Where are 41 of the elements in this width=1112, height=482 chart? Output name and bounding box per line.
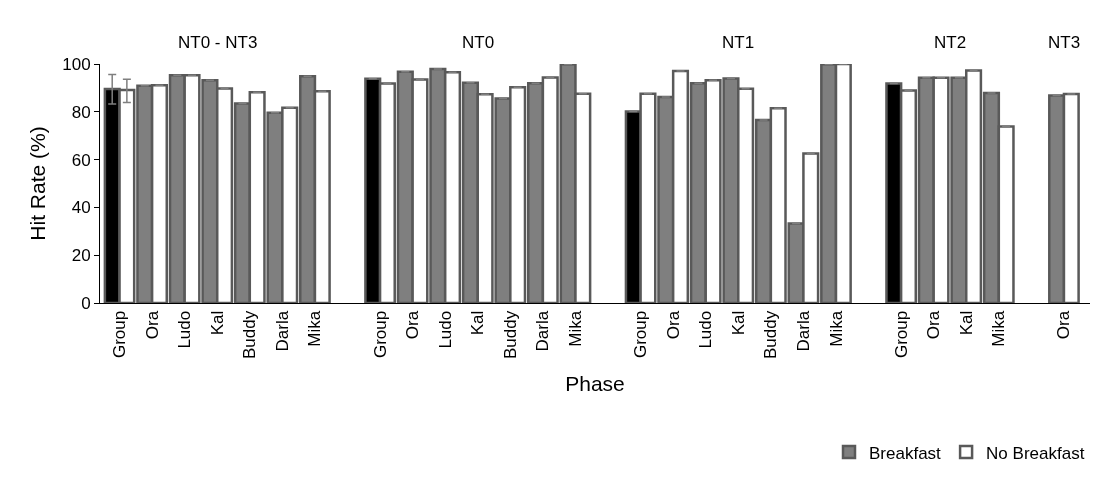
text: NT1 bbox=[722, 33, 755, 52]
x-tick-label: Group bbox=[631, 310, 651, 359]
x-tick-label: Buddy bbox=[500, 310, 520, 359]
text: NT2 bbox=[934, 33, 967, 52]
x-tick-label: Ludo bbox=[435, 310, 455, 349]
x-tick-label: Buddy bbox=[240, 310, 260, 359]
x-tick-label: Ora bbox=[403, 310, 423, 340]
x-tick-label: Darla bbox=[533, 310, 553, 352]
y-tick-label: 100 bbox=[62, 54, 91, 74]
x-tick-label: Ludo bbox=[696, 310, 716, 349]
y-tick-label: 80 bbox=[71, 102, 91, 122]
x-tick-label: Kal bbox=[468, 310, 488, 336]
x-tick-label: Ora bbox=[142, 310, 162, 340]
text: NT3 bbox=[1048, 33, 1081, 52]
x-tick-label: Mika bbox=[826, 310, 846, 347]
x-tick-label: Buddy bbox=[761, 310, 781, 359]
x-tick-label: Mika bbox=[305, 310, 325, 347]
x-tick-label: Darla bbox=[272, 310, 292, 352]
text: NT0 - NT3 bbox=[178, 33, 258, 52]
x-tick-label: Kal bbox=[956, 310, 976, 336]
legend-label: No Breakfast bbox=[986, 443, 1085, 463]
x-tick-label: Ora bbox=[924, 310, 944, 340]
y-tick-label: 60 bbox=[71, 150, 91, 170]
x-tick-label: Mika bbox=[565, 310, 585, 347]
x-tick-label: Group bbox=[891, 310, 911, 359]
y-tick-label: 0 bbox=[81, 293, 91, 313]
x-tick-label: Group bbox=[370, 310, 390, 359]
y-tick-label: 20 bbox=[71, 246, 91, 266]
x-tick-label: Kal bbox=[207, 310, 227, 336]
x-tick-label: Kal bbox=[728, 310, 748, 336]
legend-label: Breakfast bbox=[869, 443, 942, 463]
x-axis-title: Phase bbox=[565, 372, 625, 396]
x-tick-label: Ora bbox=[663, 310, 683, 340]
text: NT0 bbox=[462, 33, 495, 52]
x-tick-label: Mika bbox=[989, 310, 1009, 347]
x-tick-label: Ora bbox=[1054, 310, 1074, 340]
x-tick-label: Ludo bbox=[175, 310, 195, 349]
x-tick-label: Darla bbox=[793, 310, 813, 352]
y-tick-label: 40 bbox=[71, 198, 91, 218]
y-axis-title: Hit Rate (%) bbox=[26, 126, 50, 241]
x-tick-label: Group bbox=[110, 310, 130, 359]
